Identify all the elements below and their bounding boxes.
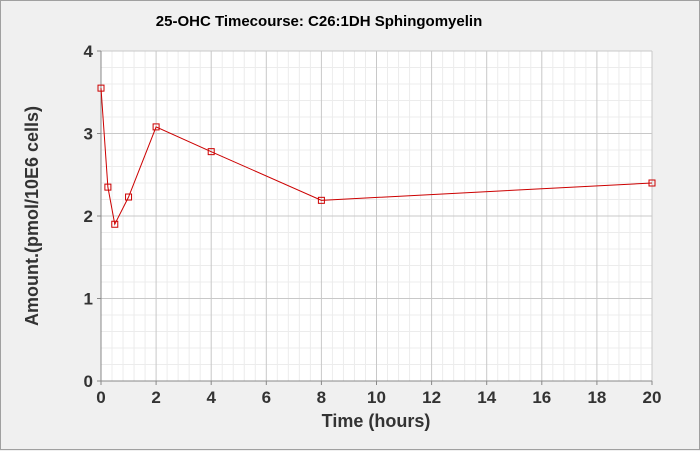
x-tick-label: 12	[422, 388, 441, 407]
y-tick-label: 3	[84, 125, 93, 144]
data-series	[97, 84, 656, 228]
y-tick-label: 4	[84, 42, 94, 61]
x-tick-label: 18	[587, 388, 606, 407]
x-tick-label: 8	[317, 388, 326, 407]
data-point	[104, 183, 112, 191]
data-point	[648, 179, 656, 187]
x-tick-label: 16	[532, 388, 551, 407]
y-tick-labels: 0 1 2 3 4	[84, 42, 94, 391]
data-point	[97, 84, 105, 92]
y-tick-label: 0	[84, 372, 93, 391]
x-tick-labels: 0 2 4 6 8 10 12 14 16 18 20	[96, 388, 661, 407]
chart-title: 25-OHC Timecourse: C26:1DH Sphingomyelin	[156, 13, 482, 30]
data-point	[207, 148, 215, 156]
axes	[97, 50, 653, 385]
y-tick-label: 2	[84, 207, 93, 226]
x-tick-label: 10	[367, 388, 386, 407]
y-axis-label: Amount.(pmol/10E6 cells)	[22, 106, 42, 326]
data-point	[111, 220, 119, 228]
data-point	[152, 123, 160, 131]
x-tick-label: 4	[206, 388, 216, 407]
x-tick-label: 20	[643, 388, 662, 407]
y-tick-label: 1	[84, 290, 93, 309]
data-point	[125, 193, 133, 201]
x-tick-label: 2	[151, 388, 160, 407]
data-point	[317, 196, 325, 204]
series-line	[100, 88, 653, 226]
x-tick-label: 6	[262, 388, 271, 407]
x-tick-label: 14	[477, 388, 496, 407]
x-axis-label: Time (hours)	[322, 411, 431, 431]
x-tick-label: 0	[96, 388, 105, 407]
